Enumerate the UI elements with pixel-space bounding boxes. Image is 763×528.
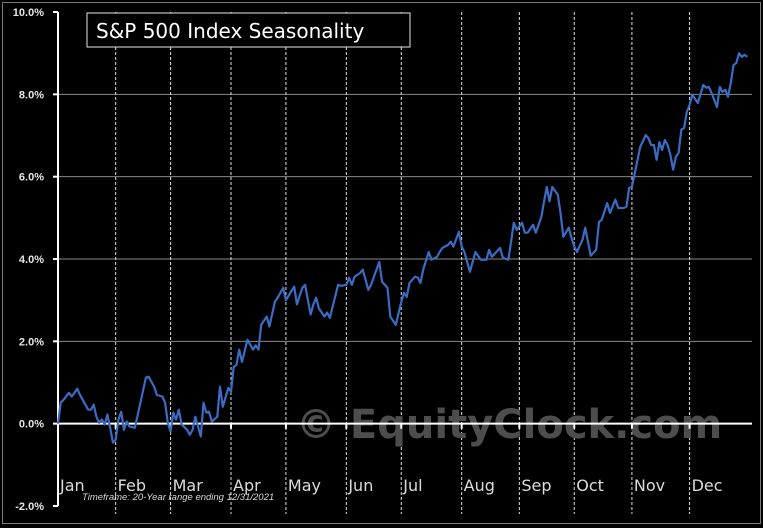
y-axis: 10.0% 8.0% 6.0% 4.0% 2.0% 0.0% -2.0% — [13, 7, 752, 513]
y-tick-label: -2.0% — [15, 501, 44, 513]
grid — [58, 93, 752, 342]
month-label: Jul — [402, 476, 422, 495]
y-tick-label: 4.0% — [19, 254, 44, 266]
month-label: Nov — [634, 476, 665, 495]
y-tick-label: 2.0% — [19, 336, 44, 348]
month-label: Mar — [173, 476, 204, 495]
watermark: © EquityClock.com — [296, 402, 722, 448]
month-label: Jan — [59, 476, 85, 495]
y-tick-label: 8.0% — [19, 89, 44, 101]
month-separators — [115, 12, 691, 514]
timeframe-note: Timeframe: 20-Year range ending 12/31/20… — [82, 492, 274, 503]
month-label: Aug — [464, 476, 495, 495]
y-tick-label: 0.0% — [19, 419, 44, 431]
y-tick-label: 10.0% — [13, 7, 44, 19]
month-label: Feb — [118, 476, 146, 495]
y-tick-label: 6.0% — [19, 172, 44, 184]
chart-title: S&P 500 Index Seasonality — [96, 19, 364, 43]
month-label: May — [288, 476, 321, 495]
x-axis-month-labels: Jan Feb Mar Apr May Jun Jul Aug Sep Oct Nov Dec — [59, 476, 723, 495]
month-label: Dec — [692, 476, 723, 495]
month-label: Sep — [521, 476, 551, 495]
month-label: Oct — [576, 476, 604, 495]
month-label: Apr — [233, 476, 261, 495]
title-box — [86, 12, 411, 48]
month-label: Jun — [347, 476, 373, 495]
series-line — [56, 52, 748, 444]
